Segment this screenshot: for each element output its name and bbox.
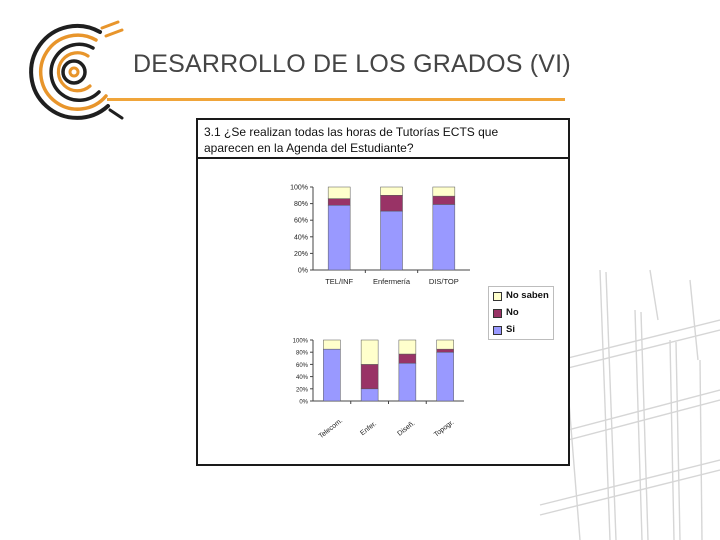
chart-0-category-label: TEL/INF [325,277,353,286]
chart-0-ytick-label: 20% [294,251,308,258]
chart-0-bar-si [380,210,403,271]
legend-label-si: Si [506,324,515,335]
chart-0-bar-no [432,195,456,205]
chart-0-ytick-label: 0% [298,268,308,275]
chart-1-category-label: Enfer. [359,420,378,437]
chart-0-bar-no [327,198,351,206]
chart-0-ytick-label: 100% [290,185,308,192]
title-underline [107,98,565,101]
slide-title: DESARROLLO DE LOS GRADOS (VI) [133,50,571,78]
chart-0-bar-si [327,205,351,271]
chart-1-bar-si [360,388,379,402]
chart-1-ytick-label: 80% [296,351,309,357]
chart-1-ytick-label: 100% [293,339,309,345]
chart-1-bar-si [398,362,417,402]
chart-0-ytick-label: 40% [294,234,308,241]
chart-0-bar-no [380,195,403,212]
chart-1-ytick-label: 40% [296,375,309,381]
logo-emblem [29,20,124,120]
legend-label-no-saben: No saben [506,290,549,301]
chart-1-ytick-label: 60% [296,363,309,369]
chart-1-bar-no [360,364,379,390]
chart-1-category-label: Topogr. [433,419,455,439]
legend-swatch-si [493,326,502,335]
chart-0-ytick-label: 80% [294,201,308,208]
chart-0-bar-no-saben [380,186,403,196]
question-line-2: aparecen en la Agenda del Estudiante? [204,141,414,155]
chart-1-bar-no [398,353,417,364]
question-header: 3.1 ¿Se realizan todas las horas de Tuto… [198,120,568,159]
chart-1-category-label: Telecom. [318,417,344,440]
chart-0-bar-no-saben [327,186,351,199]
chart-1-bar-no [436,348,454,353]
chart-0-bar-si [432,204,456,271]
chart-legend: No saben No Si [488,286,554,340]
chart-1-bar-si [323,348,341,402]
chart-1-bar-no-saben [360,339,379,365]
charts-canvas: 100% 80% 60% 40% 20% 0% TEL/INF Enfermería DIS/T… [290,185,470,440]
chart-1-bar-si [436,351,454,402]
chart-1-ytick-label: 0% [299,400,308,406]
legend-swatch-no-saben [493,292,502,301]
legend-label-no: No [506,307,519,318]
chart-1-category-label: Diseñ. [396,420,416,438]
chart-0-category-label: DIS/TOP [429,277,459,286]
chart-1-bar-no-saben [398,339,417,355]
chart-0-bar-no-saben [432,186,456,197]
chart-1-bar-no-saben [323,339,341,350]
question-line-1: 3.1 ¿Se realizan todas las horas de Tuto… [204,125,499,139]
legend-swatch-no [493,309,502,318]
chart-0-category-label: Enfermería [373,277,411,286]
survey-panel: 3.1 ¿Se realizan todas las horas de Tuto… [196,118,570,466]
chart-0-ytick-label: 60% [294,218,308,225]
chart-1-ytick-label: 20% [296,387,309,393]
chart-1-bar-no-saben [436,339,454,350]
